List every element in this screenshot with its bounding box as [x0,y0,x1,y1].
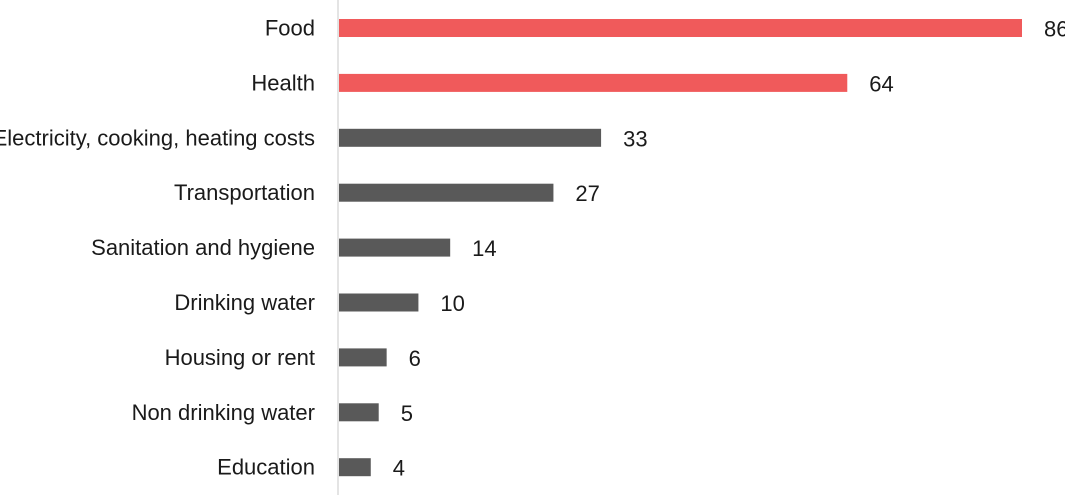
value-label-health: 64 [869,71,893,96]
bar-electricity-cooking-heating-costs [339,128,602,147]
category-label-food: Food [265,16,315,41]
bar-sanitation-and-hygiene [339,238,451,257]
bars-group [339,19,1022,477]
category-label-sanitation-and-hygiene: Sanitation and hygiene [91,235,315,260]
category-label-housing-or-rent: Housing or rent [165,345,315,370]
value-label-housing-or-rent: 6 [409,346,421,371]
value-label-non-drinking-water: 5 [401,401,413,426]
value-label-transportation: 27 [575,181,599,206]
bar-transportation [339,183,554,202]
bar-food [339,19,1022,37]
value-label-sanitation-and-hygiene: 14 [472,236,496,261]
value-label-food: 86 [1044,17,1065,42]
bar-non-drinking-water [339,403,379,422]
value-label-electricity-cooking-heating-costs: 33 [623,126,647,151]
category-label-education: Education [217,455,315,480]
value-label-drinking-water: 10 [440,291,464,316]
bar-health [339,73,848,92]
category-label-electricity-cooking-heating-costs: Electricity, cooking, heating costs [0,125,315,150]
value-label-education: 4 [393,456,405,481]
category-label-non-drinking-water: Non drinking water [132,400,315,425]
category-label-drinking-water: Drinking water [174,290,315,315]
bar-drinking-water [339,293,419,312]
category-label-health: Health [251,70,315,95]
bar-housing-or-rent [339,348,387,367]
category-label-transportation: Transportation [174,180,315,205]
bar-education [339,458,371,477]
